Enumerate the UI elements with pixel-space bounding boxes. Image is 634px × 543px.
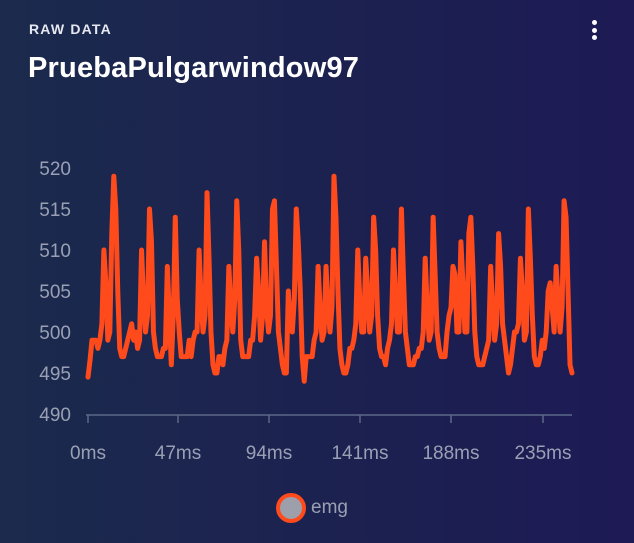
card-title: PruebaPulgarwindow97 xyxy=(28,52,360,84)
x-tick-label: 94ms xyxy=(246,443,292,464)
card-label: RAW DATA xyxy=(29,21,112,37)
y-tick-label: 520 xyxy=(39,159,71,180)
x-tick-label: 141ms xyxy=(331,443,388,464)
x-tick-label: 0ms xyxy=(70,443,106,464)
y-tick-label: 500 xyxy=(39,323,71,344)
legend-marker xyxy=(276,493,306,523)
legend-item-emg[interactable]: emg xyxy=(276,492,348,524)
x-axis: 0ms 47ms 94ms 141ms 188ms 235ms xyxy=(70,414,572,464)
y-tick-label: 505 xyxy=(39,282,71,303)
y-tick-label: 510 xyxy=(39,241,71,262)
x-tick-label: 47ms xyxy=(155,443,201,464)
menu-dot xyxy=(592,20,597,25)
y-tick-label: 490 xyxy=(39,405,71,426)
x-tick-label: 235ms xyxy=(514,443,571,464)
menu-dot xyxy=(592,35,597,40)
series-layer xyxy=(85,173,575,384)
x-tick-label: 188ms xyxy=(422,443,479,464)
series-line-emg xyxy=(85,173,575,384)
y-axis: 490 495 500 505 510 515 520 xyxy=(39,159,71,426)
legend-label: emg xyxy=(311,497,348,518)
y-tick-label: 495 xyxy=(39,364,71,385)
y-tick-label: 515 xyxy=(39,200,71,221)
menu-dot xyxy=(592,27,597,33)
more-vertical-icon[interactable] xyxy=(584,17,606,43)
